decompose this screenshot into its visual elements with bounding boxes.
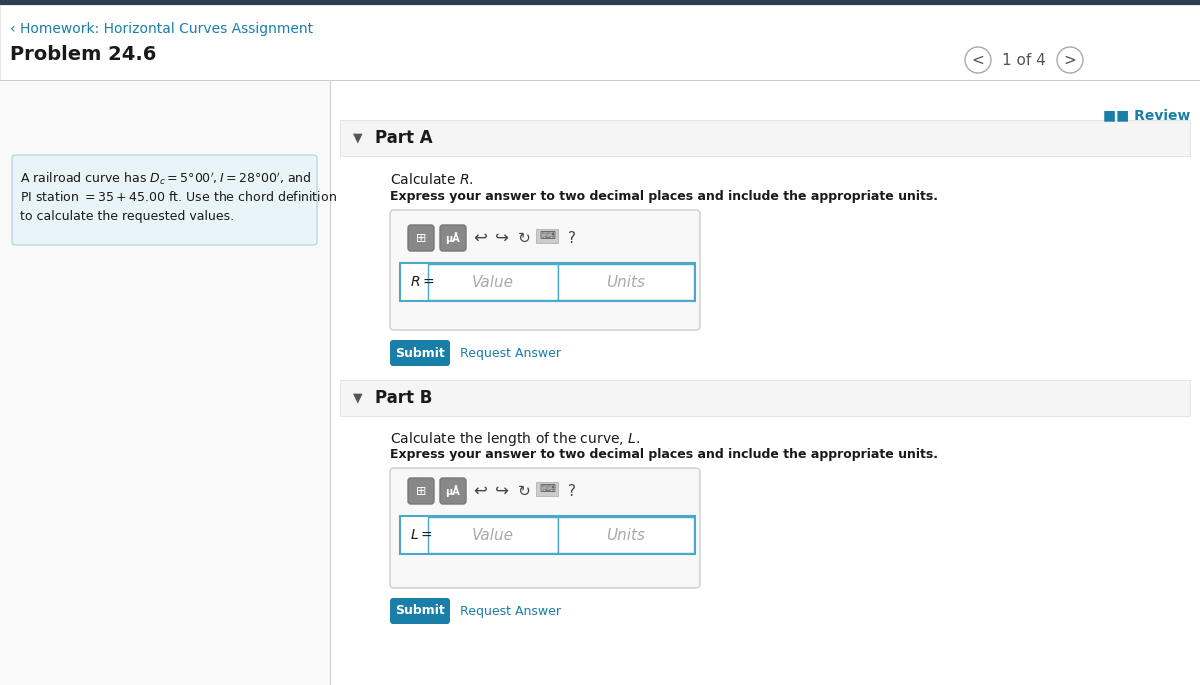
Text: Units: Units bbox=[606, 275, 646, 290]
Text: ⌨: ⌨ bbox=[539, 231, 554, 241]
Text: A railroad curve has $D_c = 5°00', I = 28°00'$, and: A railroad curve has $D_c = 5°00', I = 2… bbox=[20, 170, 312, 186]
Bar bbox=[400, 220, 690, 258]
Text: 1 of 4: 1 of 4 bbox=[1002, 53, 1046, 68]
Circle shape bbox=[1057, 47, 1084, 73]
FancyBboxPatch shape bbox=[12, 155, 317, 245]
Text: Express your answer to two decimal places and include the appropriate units.: Express your answer to two decimal place… bbox=[390, 448, 938, 461]
Text: ‹ Homework: Horizontal Curves Assignment: ‹ Homework: Horizontal Curves Assignment bbox=[10, 22, 313, 36]
Text: Request Answer: Request Answer bbox=[460, 347, 562, 360]
Text: ↩: ↩ bbox=[473, 482, 487, 500]
Text: Value: Value bbox=[472, 527, 514, 543]
FancyBboxPatch shape bbox=[440, 225, 466, 251]
FancyBboxPatch shape bbox=[390, 468, 700, 588]
Text: ↻: ↻ bbox=[517, 484, 530, 499]
Text: ▼: ▼ bbox=[353, 132, 362, 145]
Text: PI station $= 35 + 45.00$ ft. Use the chord definition: PI station $= 35 + 45.00$ ft. Use the ch… bbox=[20, 190, 337, 204]
Bar bbox=[0, 5, 1200, 80]
Text: Submit: Submit bbox=[395, 347, 445, 360]
Text: Submit: Submit bbox=[395, 604, 445, 617]
Bar bbox=[340, 120, 1190, 156]
Text: ↪: ↪ bbox=[496, 482, 509, 500]
Text: Request Answer: Request Answer bbox=[460, 604, 562, 617]
Text: $R =$: $R =$ bbox=[410, 275, 434, 289]
FancyBboxPatch shape bbox=[390, 210, 700, 330]
Text: ↪: ↪ bbox=[496, 229, 509, 247]
Text: to calculate the requested values.: to calculate the requested values. bbox=[20, 210, 234, 223]
Bar bbox=[558, 517, 694, 553]
Bar bbox=[400, 516, 695, 554]
Bar bbox=[558, 264, 694, 300]
FancyBboxPatch shape bbox=[408, 225, 434, 251]
FancyBboxPatch shape bbox=[390, 598, 450, 624]
Text: Part A: Part A bbox=[374, 129, 433, 147]
Text: ?: ? bbox=[568, 484, 576, 499]
Circle shape bbox=[965, 47, 991, 73]
Text: ↩: ↩ bbox=[473, 229, 487, 247]
Text: Part B: Part B bbox=[374, 389, 432, 407]
Bar bbox=[428, 264, 558, 300]
Text: Problem 24.6: Problem 24.6 bbox=[10, 45, 156, 64]
Text: ⌨: ⌨ bbox=[539, 484, 554, 494]
Bar bbox=[340, 380, 1190, 416]
Bar bbox=[400, 263, 695, 301]
Bar bbox=[428, 517, 558, 553]
Text: >: > bbox=[1063, 53, 1076, 68]
Bar bbox=[331, 81, 1200, 685]
Text: ?: ? bbox=[568, 230, 576, 245]
Text: ⊞: ⊞ bbox=[415, 484, 426, 497]
Text: $L =$: $L =$ bbox=[410, 528, 432, 542]
Bar bbox=[0, 80, 1200, 81]
Text: <: < bbox=[972, 53, 984, 68]
Bar bbox=[536, 229, 558, 243]
Text: Express your answer to two decimal places and include the appropriate units.: Express your answer to two decimal place… bbox=[390, 190, 938, 203]
FancyBboxPatch shape bbox=[440, 478, 466, 504]
Text: Units: Units bbox=[606, 527, 646, 543]
FancyBboxPatch shape bbox=[408, 478, 434, 504]
Text: Calculate $R$.: Calculate $R$. bbox=[390, 172, 474, 187]
Text: ▼: ▼ bbox=[353, 392, 362, 405]
Text: ⊞: ⊞ bbox=[415, 232, 426, 245]
Text: Value: Value bbox=[472, 275, 514, 290]
Text: ■■ Review: ■■ Review bbox=[1103, 108, 1190, 122]
Text: μÅ: μÅ bbox=[445, 485, 461, 497]
FancyBboxPatch shape bbox=[390, 340, 450, 366]
Text: μÅ: μÅ bbox=[445, 232, 461, 244]
Text: ↻: ↻ bbox=[517, 230, 530, 245]
Text: Calculate the length of the curve, $L$.: Calculate the length of the curve, $L$. bbox=[390, 430, 641, 448]
Bar bbox=[0, 81, 330, 685]
Bar bbox=[0, 0, 1200, 5]
Bar bbox=[536, 482, 558, 496]
